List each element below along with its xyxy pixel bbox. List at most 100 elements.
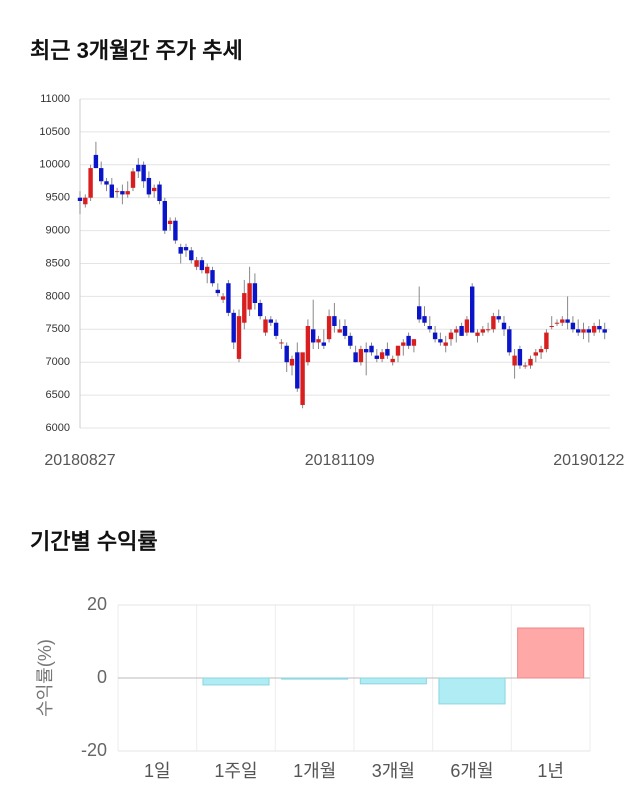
candle-body — [194, 260, 199, 267]
y-tick-label: 8500 — [46, 257, 70, 269]
candle-body — [549, 326, 554, 328]
candle-body — [374, 355, 379, 359]
candle-body — [189, 250, 194, 261]
candle-body — [77, 197, 83, 201]
candle-body — [586, 329, 591, 333]
candle-body — [427, 326, 432, 330]
candle-body — [199, 260, 205, 271]
x-tick-label: 1일 — [144, 761, 171, 781]
y-tick-label: 11000 — [40, 93, 70, 105]
candle-body — [517, 349, 523, 366]
y-tick-label: 10000 — [39, 159, 70, 171]
y-tick-label: 6500 — [46, 389, 70, 401]
candle-body — [422, 316, 427, 323]
candle-body — [114, 191, 120, 193]
x-tick-label: 20180827 — [44, 452, 115, 469]
x-tick-label: 1개월 — [293, 761, 336, 781]
candle-body — [470, 286, 475, 333]
y-tick-label: 10500 — [39, 126, 70, 138]
candle-body — [597, 326, 602, 330]
candle-body — [523, 365, 528, 367]
bar — [202, 677, 270, 686]
candle-body — [141, 164, 146, 182]
y-tick-label: 6000 — [46, 422, 70, 434]
candle-body — [136, 164, 141, 172]
candle-body — [300, 352, 305, 405]
bar — [359, 677, 427, 685]
candle-body — [501, 322, 507, 330]
candle-body — [247, 283, 252, 310]
x-tick-label: 1주일 — [214, 761, 257, 781]
candle-body — [258, 302, 263, 317]
candle-body — [125, 191, 130, 195]
candle-body — [496, 316, 501, 320]
y-tick-label: 9500 — [46, 192, 70, 204]
candle-body — [268, 319, 273, 323]
candle-body — [560, 319, 565, 323]
candle-body — [231, 312, 236, 343]
candle-body — [358, 349, 364, 363]
candle-body — [326, 316, 332, 340]
candle-body — [215, 289, 220, 294]
candle-body — [252, 283, 258, 303]
candle-body — [475, 332, 480, 336]
candle-body — [491, 316, 496, 330]
candle-body — [332, 316, 337, 327]
bar — [281, 677, 349, 680]
candle-body — [480, 329, 485, 333]
candle-body — [432, 332, 438, 340]
candle-body — [411, 339, 417, 346]
x-tick-label: 1년 — [537, 761, 564, 781]
candle-body — [167, 220, 173, 225]
candle-body — [464, 319, 470, 333]
candle-body — [544, 332, 549, 350]
candle-body — [146, 177, 152, 195]
candle-body — [130, 171, 136, 188]
candle-body — [485, 329, 491, 331]
bar — [438, 677, 506, 705]
y-tick-label: 8000 — [46, 290, 70, 302]
candle-body — [581, 329, 586, 333]
candle-body — [183, 247, 189, 251]
candle-body — [242, 293, 247, 323]
candle-body — [263, 319, 268, 333]
candle-body — [454, 329, 459, 333]
candle-body — [353, 352, 358, 363]
candle-body — [591, 326, 597, 333]
candle-body — [459, 326, 464, 336]
chart-title: 기간별 수익률 — [30, 529, 158, 554]
candle-body — [337, 329, 342, 333]
candle-body — [406, 335, 411, 346]
candle-body — [385, 349, 390, 356]
candle-body — [565, 319, 570, 323]
candle-body — [507, 329, 512, 353]
candle-body — [576, 329, 581, 333]
candle-body — [512, 355, 517, 366]
x-tick-label: 20190122 — [553, 452, 624, 469]
candle-body — [157, 184, 162, 201]
candle-body — [321, 342, 326, 346]
candle-body — [369, 345, 374, 353]
candle-body — [533, 352, 538, 356]
candle-body — [120, 191, 125, 195]
candle-body — [342, 326, 348, 336]
candle-body — [88, 168, 93, 198]
candle-body — [379, 352, 385, 359]
candle-body — [448, 332, 454, 340]
x-tick-label: 3개월 — [372, 761, 415, 781]
candle-body — [152, 187, 157, 192]
y-tick-label: 9000 — [46, 225, 70, 237]
candle-body — [162, 200, 167, 231]
candle-body — [236, 316, 242, 359]
candle-body — [305, 326, 311, 363]
bar — [517, 627, 585, 679]
candle-body — [205, 266, 210, 274]
candle-body — [226, 283, 231, 313]
candle-body — [443, 342, 448, 346]
candle-body — [602, 329, 607, 333]
y-axis-label: 수익률(%) — [35, 639, 55, 717]
y-tick-label: -20 — [81, 740, 107, 760]
candle-body — [401, 342, 406, 346]
